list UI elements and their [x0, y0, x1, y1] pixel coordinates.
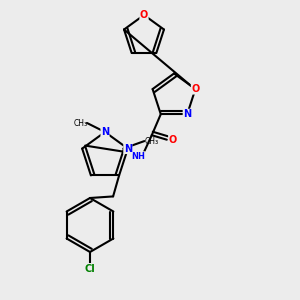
- Text: N: N: [124, 144, 132, 154]
- Text: CH₃: CH₃: [74, 118, 88, 127]
- Text: Cl: Cl: [85, 263, 95, 274]
- Text: N: N: [183, 109, 191, 119]
- Text: NH: NH: [131, 152, 145, 161]
- Text: O: O: [140, 10, 148, 20]
- Text: N: N: [101, 127, 109, 137]
- Text: O: O: [191, 84, 200, 94]
- Text: O: O: [169, 135, 177, 145]
- Text: CH₃: CH₃: [145, 136, 159, 146]
